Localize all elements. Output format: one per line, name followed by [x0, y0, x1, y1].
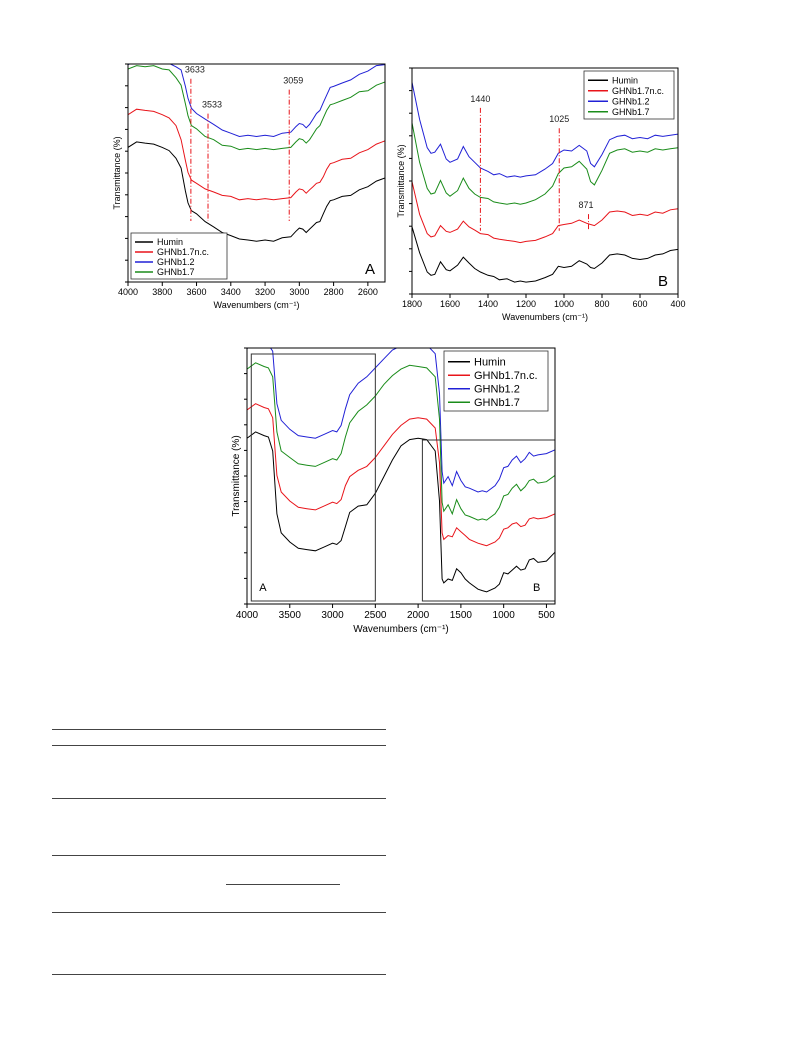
series-line-1 [247, 403, 555, 547]
x-axis-label: Wavenumbers (cm⁻¹) [502, 312, 588, 322]
x-tick-label-5: 3000 [289, 287, 309, 297]
series-line-2 [247, 348, 555, 493]
x-tick-label-6: 1000 [493, 610, 516, 621]
x-axis-label: Wavenumbers (cm⁻¹) [214, 300, 300, 310]
legend-label-0: Humin [157, 237, 183, 247]
chart-panel-b: 1440 1025 871 1800 1600 1400 1200 1000 800 600 400… [396, 67, 686, 322]
legend-label-2: GHNb1.2 [157, 257, 195, 267]
x-tick-label-5: 800 [594, 299, 609, 309]
chart-full-spectrum: A B 4000 3500 3000 2500 2000 1500 1000 500 Wavenum… [231, 347, 556, 635]
annotation-label-1: 3533 [202, 100, 222, 110]
x-tick-label-7: 400 [670, 299, 685, 309]
x-tick-label-1: 1600 [440, 299, 460, 309]
x-tick-label-3: 3400 [221, 287, 241, 297]
legend-label-3: GHNb1.7 [474, 397, 520, 409]
x-tick-label-1: 3500 [279, 610, 302, 621]
y-axis-label: Transmittance (%) [112, 136, 122, 209]
y-axis-label: Transmittance (%) [231, 435, 242, 516]
table-rule-row-1 [52, 798, 386, 799]
legend-box [443, 350, 549, 412]
x-tick-label-4: 2000 [407, 610, 430, 621]
x-tick-label-7: 2600 [358, 287, 378, 297]
region-label-0: A [259, 582, 267, 594]
legend-label-2: GHNb1.2 [474, 384, 520, 396]
series-line-0 [247, 431, 555, 593]
x-tick-label-3: 2500 [364, 610, 387, 621]
x-tick-label-0: 4000 [118, 287, 138, 297]
x-tick-label-6: 600 [632, 299, 647, 309]
x-tick-label-6: 2800 [324, 287, 344, 297]
series-line-0 [412, 226, 678, 283]
series-line-3 [247, 362, 555, 521]
x-tick-label-0: 1800 [402, 299, 422, 309]
series-line-3 [128, 65, 385, 151]
series-line-0 [128, 141, 385, 242]
legend-label-2: GHNb1.2 [612, 96, 650, 106]
x-tick-label-2: 3600 [187, 287, 207, 297]
table-rule-top [52, 729, 386, 730]
legend-label-3: GHNb1.7 [612, 107, 650, 117]
annotation-label-0: 1440 [470, 94, 490, 104]
x-tick-label-4: 1000 [554, 299, 574, 309]
annotation-label-0: 3633 [185, 65, 205, 75]
table-rule-row-2 [52, 855, 386, 856]
region-box-0 [250, 353, 376, 602]
table-rule-bottom [52, 974, 386, 975]
annotation-label-1: 1025 [549, 114, 569, 124]
annotation-label-2: 3059 [283, 76, 303, 86]
x-tick-label-5: 1500 [450, 610, 473, 621]
panel-letter: A [365, 261, 375, 278]
legend-label-1: GHNb1.7n.c. [157, 247, 209, 257]
legend-label-0: Humin [474, 357, 506, 369]
x-tick-label-3: 1200 [516, 299, 536, 309]
x-tick-label-1: 3800 [152, 287, 172, 297]
series-line-2 [128, 64, 385, 138]
legend-box [583, 70, 675, 120]
series-line-2 [412, 82, 678, 178]
legend-label-1: GHNb1.7n.c. [612, 86, 664, 96]
series-line-1 [128, 108, 385, 201]
y-axis-label: Transmittance (%) [396, 144, 406, 217]
table-rule-header [52, 745, 386, 746]
x-tick-label-2: 3000 [321, 610, 344, 621]
series-line-3 [412, 122, 678, 205]
x-axis-label: Wavenumbers (cm⁻¹) [353, 624, 448, 635]
legend-label-0: Humin [612, 75, 638, 85]
table-rule-sub [226, 884, 340, 885]
annotation-label-2: 871 [579, 200, 594, 210]
x-tick-label-2: 1400 [478, 299, 498, 309]
x-tick-label-7: 500 [538, 610, 555, 621]
legend-label-3: GHNb1.7 [157, 267, 195, 277]
x-tick-label-4: 3200 [255, 287, 275, 297]
chart-panel-a: 3633 3533 3059 4000 3800 3600 3400 3200 3000 2800… [112, 63, 386, 310]
series-line-1 [412, 181, 678, 244]
panel-letter: B [658, 273, 668, 290]
table-rule-row-3 [52, 912, 386, 913]
legend-label-1: GHNb1.7n.c. [474, 370, 538, 382]
region-label-1: B [533, 582, 540, 594]
x-tick-label-0: 4000 [236, 610, 259, 621]
